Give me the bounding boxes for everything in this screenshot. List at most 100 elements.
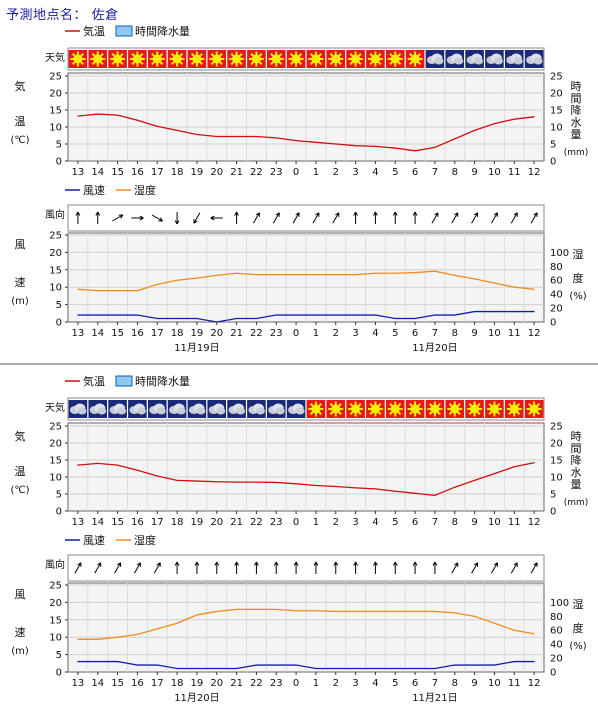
temperature-line <box>77 113 535 152</box>
wind-direction-arrow <box>193 212 201 224</box>
temperature-tick-label: 10 <box>49 473 62 484</box>
hour-label: 8 <box>452 678 458 689</box>
sun-icon <box>93 54 103 64</box>
precipitation-tick-label: 0 <box>550 507 556 518</box>
humidity-axis-label: 湿 <box>573 248 584 261</box>
humidity-point <box>533 633 535 635</box>
humidity-tick-label: 80 <box>550 612 563 623</box>
wind-direction-arrowhead <box>176 561 180 566</box>
wind-speed-point <box>176 667 178 670</box>
wind-tick-label: 10 <box>49 283 62 294</box>
hour-label: 23 <box>270 167 283 178</box>
precipitation-legend-swatch <box>115 375 133 387</box>
wind-direction-arrowhead <box>454 562 459 566</box>
hour-label: 6 <box>412 678 418 689</box>
hour-label: 15 <box>111 167 124 178</box>
temperature-point <box>394 147 396 149</box>
temperature-tick-label: 5 <box>56 490 62 501</box>
humidity-point <box>77 638 79 640</box>
wind-tick-label: 25 <box>49 231 62 242</box>
temperature-point <box>335 143 337 145</box>
precipitation-axis-label: 量 <box>571 128 582 141</box>
temperature-point <box>176 479 178 481</box>
hour-label: 15 <box>111 678 124 689</box>
humidity-point <box>513 286 515 288</box>
wind-speed-point <box>77 660 79 663</box>
wind-speed-point <box>176 317 178 320</box>
cloud-icon <box>493 57 503 65</box>
hour-label: 6 <box>412 517 418 528</box>
humidity-axis-label: 湿 <box>573 598 584 611</box>
temperature-point <box>533 116 535 118</box>
wind-direction-arrowhead <box>193 220 198 224</box>
wind-tick-label: 15 <box>49 615 62 626</box>
wind-direction-arrowhead <box>216 561 220 566</box>
temperature-point <box>136 119 139 121</box>
humidity-point <box>414 610 416 613</box>
wind-speed-point <box>315 667 317 670</box>
wind-speed-point <box>335 667 337 670</box>
wind-direction-arrowhead <box>513 212 518 216</box>
hour-label: 14 <box>91 678 104 689</box>
sun-icon <box>489 404 499 414</box>
wind-tick-label: 20 <box>49 598 62 609</box>
hour-label: 21 <box>230 167 243 178</box>
wind-direction-arrowhead <box>97 211 101 216</box>
hour-label: 20 <box>210 678 223 689</box>
cloud-icon <box>434 57 444 65</box>
sun-icon <box>172 54 182 64</box>
wind-direction-arrowhead <box>236 561 239 566</box>
wind-direction-arrowhead <box>412 561 416 566</box>
sun-icon <box>370 54 380 64</box>
wind-speed-point <box>473 310 476 313</box>
cloud-icon <box>255 407 265 415</box>
humidity-point <box>374 610 377 613</box>
wind-speed-point <box>255 317 258 320</box>
hour-label: 7 <box>432 328 438 339</box>
wind-direction-arrowhead <box>236 211 239 216</box>
wind-direction-arrowhead <box>373 561 376 566</box>
wind-direction-arrowhead <box>434 212 439 216</box>
temperature-point <box>275 481 277 484</box>
humidity-point <box>136 290 139 292</box>
hour-label: 13 <box>72 678 85 689</box>
cloud-icon <box>196 407 206 415</box>
hour-label: 18 <box>171 678 184 689</box>
weather-row-label: 天気 <box>45 51 65 64</box>
humidity-point <box>216 274 218 276</box>
humidity-tick-label: 40 <box>550 290 563 301</box>
wind-direction-arrowhead <box>275 561 279 566</box>
humidity-point <box>136 633 139 636</box>
wind-direction-arrowhead <box>75 211 79 216</box>
hour-label: 6 <box>412 328 418 339</box>
wind-direction-arrowhead <box>255 561 259 566</box>
wind-direction-arrowhead <box>315 561 319 566</box>
wind-direction-arrow <box>112 214 124 222</box>
cloud-icon <box>136 407 146 415</box>
wind-direction-arrow <box>114 562 122 574</box>
hour-label: 4 <box>372 517 378 528</box>
sun-icon <box>509 404 519 414</box>
wind-direction-arrowhead <box>139 217 144 221</box>
wind-direction-arrowhead <box>159 217 163 222</box>
temperature-point <box>473 479 476 481</box>
wind-speed-point <box>513 660 515 663</box>
temperature-point <box>335 485 337 488</box>
wind-tick-label: 0 <box>56 668 62 679</box>
precipitation-tick-label: 5 <box>550 140 556 151</box>
wind-direction-arrowhead <box>335 561 339 566</box>
temperature-point <box>295 140 297 142</box>
temperature-point <box>216 481 218 483</box>
temperature-point <box>116 464 119 466</box>
date-label: 11月20日 <box>174 692 219 704</box>
temperature-point <box>493 473 496 475</box>
hour-label: 9 <box>471 517 477 528</box>
wind-direction-arrow <box>151 214 163 222</box>
cloud-icon <box>275 407 285 415</box>
wind-direction-arrowhead <box>116 562 121 566</box>
wind-speed-point <box>414 317 416 320</box>
hour-label: 12 <box>528 167 541 178</box>
hour-label: 5 <box>392 517 398 528</box>
wind-direction-arrowhead <box>394 561 398 566</box>
temperature-tick-label: 25 <box>49 422 62 433</box>
